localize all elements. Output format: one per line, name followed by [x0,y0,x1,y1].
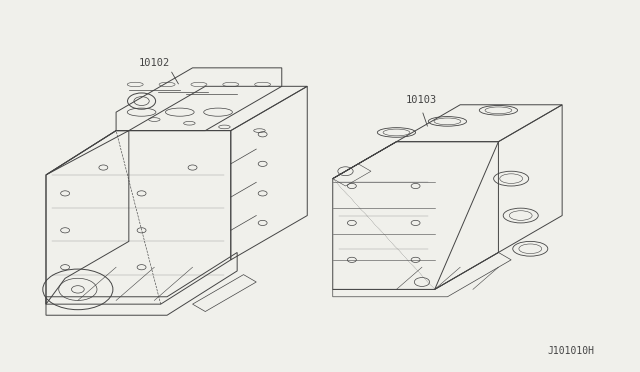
Text: J101010H: J101010H [547,346,594,356]
Text: 10102: 10102 [138,58,170,68]
Text: 10103: 10103 [406,95,437,105]
